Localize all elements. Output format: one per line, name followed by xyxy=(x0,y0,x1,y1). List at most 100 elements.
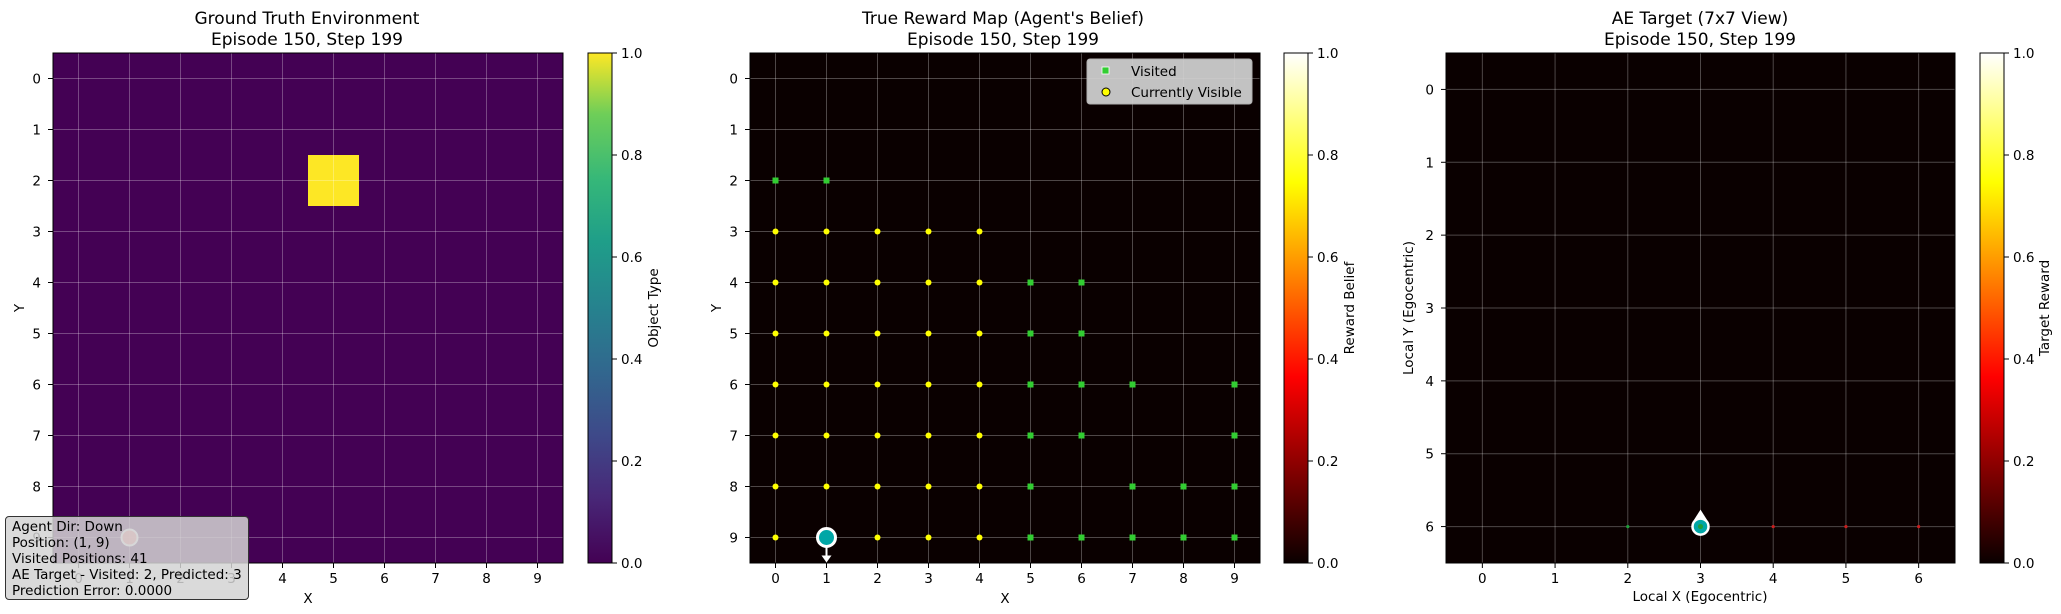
visited-point xyxy=(1028,535,1034,541)
info-prediction-error: Prediction Error: 0.0000 xyxy=(12,583,242,599)
visited-point xyxy=(1079,280,1085,286)
info-position: Position: (1, 9) xyxy=(12,535,242,551)
x-tick-label: 0 xyxy=(1478,571,1487,587)
middle-xlabel: X xyxy=(1000,591,1009,607)
colorbar-tick-label: 1.0 xyxy=(1317,46,1338,62)
y-tick-label: 3 xyxy=(32,225,41,241)
visible-point xyxy=(977,433,983,439)
y-tick-label: 7 xyxy=(32,429,41,445)
legend-visible-label: Currently Visible xyxy=(1131,85,1242,101)
visited-point xyxy=(1079,433,1085,439)
visible-point xyxy=(875,280,881,286)
colorbar-tick-label: 0.2 xyxy=(2013,454,2034,470)
x-tick-label: 8 xyxy=(482,571,491,587)
visible-point xyxy=(926,382,932,388)
colorbar-tick-label: 0.2 xyxy=(1317,454,1338,470)
visible-point xyxy=(875,433,881,439)
agent-marker xyxy=(818,529,836,547)
left-title-line2: Episode 150, Step 199 xyxy=(211,30,403,50)
x-tick-label: 5 xyxy=(329,571,338,587)
y-tick-label: 4 xyxy=(729,276,738,292)
visible-point xyxy=(824,331,830,337)
y-tick-label: 7 xyxy=(729,429,738,445)
right-xlabel: Local X (Egocentric) xyxy=(1632,589,1767,605)
visible-point xyxy=(977,535,983,541)
middle-colorbar xyxy=(1284,53,1308,563)
visible-point xyxy=(977,382,983,388)
visited-point xyxy=(1181,535,1187,541)
colorbar-tick-label: 0.0 xyxy=(621,556,642,572)
y-tick-label: 2 xyxy=(729,174,738,190)
left-title-line1: Ground Truth Environment xyxy=(195,9,420,29)
visible-point xyxy=(824,382,830,388)
visible-point xyxy=(773,484,779,490)
y-tick-label: 1 xyxy=(729,123,738,139)
right-colorbar-label: Target Reward xyxy=(2037,260,2053,357)
visible-point xyxy=(977,484,983,490)
x-tick-label: 5 xyxy=(1026,571,1035,587)
y-tick-label: 5 xyxy=(32,327,41,343)
panel-reward-map: True Reward Map (Agent's Belief) Episode… xyxy=(709,9,1358,607)
y-tick-label: 0 xyxy=(729,72,738,88)
visible-point xyxy=(926,484,932,490)
middle-colorbar-label: Reward Belief xyxy=(1342,260,1358,354)
x-tick-label: 9 xyxy=(533,571,542,587)
visible-point xyxy=(773,280,779,286)
visible-point xyxy=(824,484,830,490)
right-ylabel: Local Y (Egocentric) xyxy=(1401,241,1417,375)
right-title-line2: Episode 150, Step 199 xyxy=(1604,30,1796,50)
visited-point xyxy=(1079,382,1085,388)
legend-visited-label: Visited xyxy=(1131,64,1177,80)
middle-legend: Visited Currently Visible xyxy=(1087,59,1252,104)
left-ylabel: Y xyxy=(12,303,28,313)
y-tick-label: 8 xyxy=(32,480,41,496)
visited-point xyxy=(1232,382,1238,388)
visible-point xyxy=(773,331,779,337)
visited-target-point xyxy=(1626,525,1629,528)
y-tick-label: 4 xyxy=(32,276,41,292)
visible-point xyxy=(875,535,881,541)
x-tick-label: 0 xyxy=(771,571,780,587)
right-colorbar xyxy=(1980,53,2004,563)
left-colorbar xyxy=(588,53,612,563)
visible-point xyxy=(926,535,932,541)
colorbar-tick-label: 0.0 xyxy=(2013,556,2034,572)
info-agent-dir: Agent Dir: Down xyxy=(12,519,242,535)
visited-point xyxy=(1232,484,1238,490)
middle-ylabel: Y xyxy=(709,303,725,313)
colorbar-tick-label: 0.6 xyxy=(1317,250,1338,266)
middle-title-line2: Episode 150, Step 199 xyxy=(907,30,1099,50)
predicted-target-point xyxy=(1772,525,1775,528)
x-tick-label: 3 xyxy=(1696,571,1705,587)
visited-point xyxy=(1181,484,1187,490)
x-tick-label: 2 xyxy=(873,571,882,587)
x-tick-label: 4 xyxy=(975,571,984,587)
y-tick-label: 9 xyxy=(729,531,738,547)
y-tick-label: 6 xyxy=(1425,520,1434,536)
left-xlabel: X xyxy=(303,591,312,607)
legend-visited-marker xyxy=(1102,67,1109,74)
visible-point xyxy=(875,382,881,388)
x-tick-label: 6 xyxy=(1077,571,1086,587)
x-tick-label: 3 xyxy=(924,571,933,587)
agent-cell-visited-dot xyxy=(1698,524,1703,529)
info-visited-positions: Visited Positions: 41 xyxy=(12,551,242,567)
visited-point xyxy=(1130,382,1136,388)
x-tick-label: 6 xyxy=(380,571,389,587)
colorbar-tick-label: 0.4 xyxy=(621,352,642,368)
x-tick-label: 9 xyxy=(1230,571,1239,587)
visible-point xyxy=(926,280,932,286)
visible-point xyxy=(926,229,932,235)
visited-point xyxy=(773,178,779,184)
visible-point xyxy=(926,331,932,337)
y-tick-label: 3 xyxy=(729,225,738,241)
visited-point xyxy=(824,178,830,184)
visited-point xyxy=(1028,433,1034,439)
colorbar-tick-label: 0.2 xyxy=(621,454,642,470)
visible-point xyxy=(875,484,881,490)
y-tick-label: 5 xyxy=(729,327,738,343)
colorbar-tick-label: 0.8 xyxy=(621,148,642,164)
visible-point xyxy=(773,535,779,541)
x-tick-label: 7 xyxy=(431,571,440,587)
